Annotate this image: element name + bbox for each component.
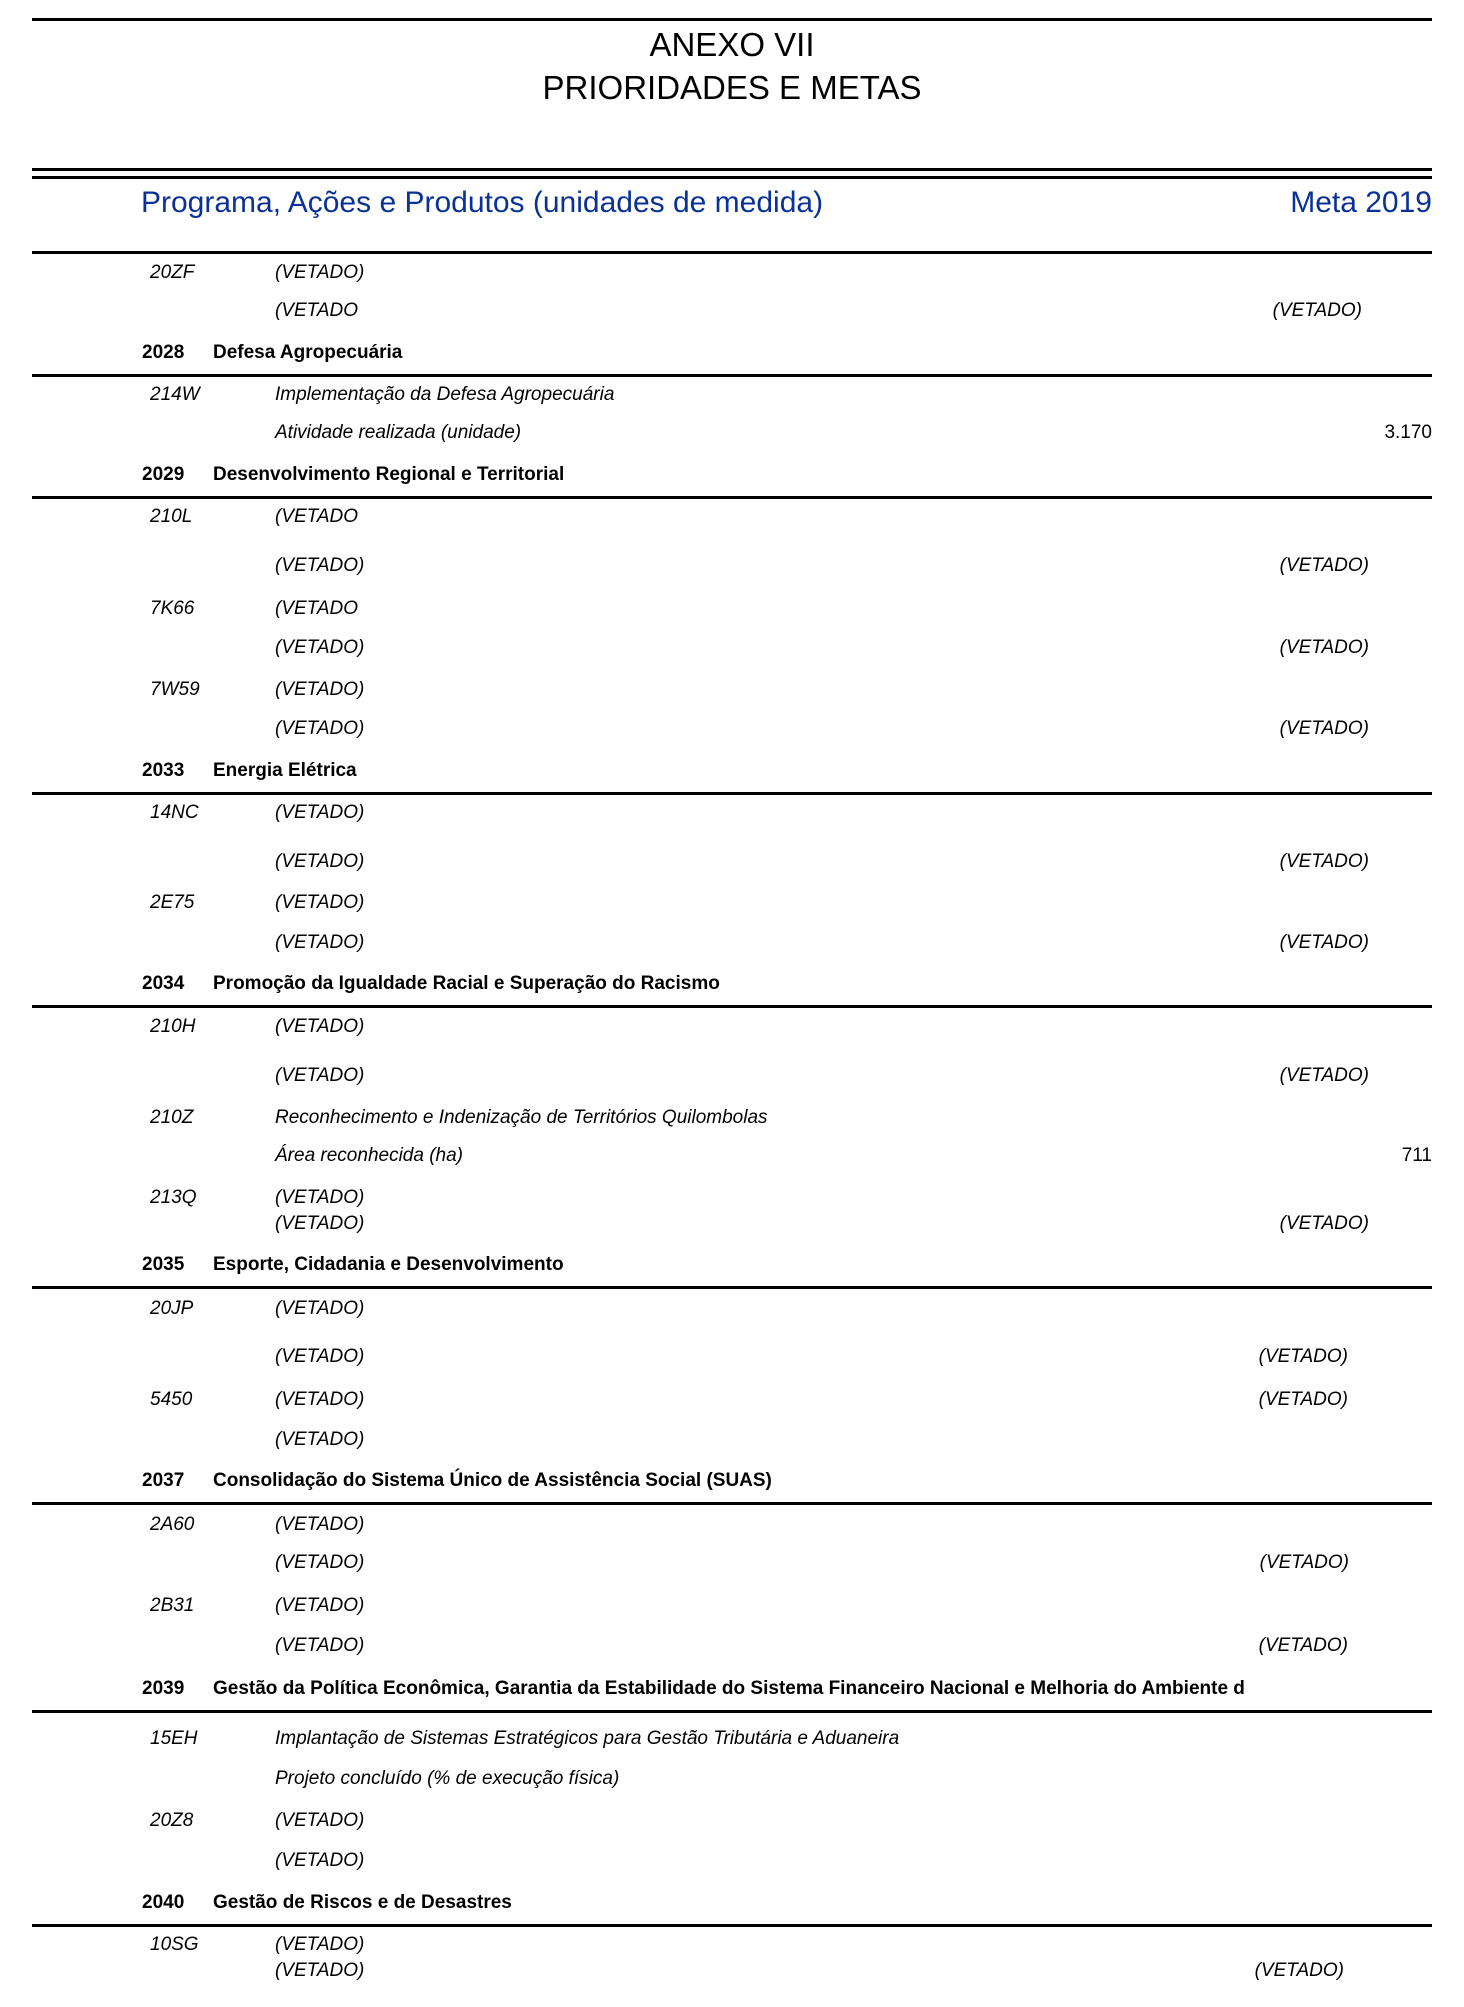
action-code: 210H xyxy=(150,1016,196,1037)
action-code: 210Z xyxy=(150,1107,194,1128)
program-rule xyxy=(32,1924,1432,1927)
program-rule xyxy=(32,1502,1432,1505)
product-label: (VETADO) xyxy=(275,718,365,739)
product-label: (VETADO) xyxy=(275,1213,365,1234)
action-code: 210L xyxy=(150,506,193,527)
action-title: (VETADO) xyxy=(275,802,365,823)
action-title: (VETADO) xyxy=(275,262,365,283)
action-title: (VETADO) xyxy=(275,1595,365,1616)
product-label: (VETADO) xyxy=(275,1346,365,1367)
product-label: Atividade realizada (unidade) xyxy=(275,422,522,443)
action-title: (VETADO) xyxy=(275,892,365,913)
product-meta: (VETADO) xyxy=(1279,1213,1369,1234)
program-name: Gestão de Riscos e de Desastres xyxy=(213,1892,512,1913)
action-title: (VETADO) xyxy=(275,1016,365,1037)
action-title: (VETADO) xyxy=(275,1514,365,1535)
program-code: 2037 xyxy=(142,1470,185,1491)
program-rule xyxy=(32,792,1432,795)
product-meta: (VETADO) xyxy=(1258,1346,1348,1367)
annex-number: ANEXO VII xyxy=(649,26,815,63)
product-meta: (VETADO) xyxy=(1254,1960,1344,1981)
column-header-meta: Meta 2019 xyxy=(1290,186,1432,219)
top-rule xyxy=(32,18,1432,21)
column-header-program: Programa, Ações e Produtos (unidades de … xyxy=(141,186,824,219)
program-code: 2029 xyxy=(142,464,185,485)
product-meta: (VETADO) xyxy=(1259,1552,1349,1573)
program-rule xyxy=(32,496,1432,499)
action-title: Implementação da Defesa Agropecuária xyxy=(275,384,615,405)
product-label: (VETADO) xyxy=(275,1960,365,1981)
action-code: 2A60 xyxy=(150,1514,195,1535)
product-label: (VETADO) xyxy=(275,1429,365,1450)
action-code: 14NC xyxy=(150,802,199,823)
program-name: Consolidação do Sistema Único de Assistê… xyxy=(213,1470,772,1491)
product-label: (VETADO) xyxy=(275,555,365,576)
program-code: 2033 xyxy=(142,760,185,781)
action-code: 5450 xyxy=(150,1389,193,1410)
product-meta: (VETADO) xyxy=(1279,637,1369,658)
product-label: Área reconhecida (ha) xyxy=(275,1145,463,1166)
product-label: (VETADO xyxy=(275,300,359,321)
action-code: 2E75 xyxy=(150,892,195,913)
product-meta: 3.170 xyxy=(1384,422,1432,443)
product-label: (VETADO) xyxy=(275,1552,365,1573)
action-title: Reconhecimento e Indenização de Territór… xyxy=(275,1107,768,1128)
product-label: (VETADO) xyxy=(275,637,365,658)
action-code: 213Q xyxy=(150,1187,197,1208)
action-title: (VETADO) xyxy=(275,1810,365,1831)
action-code: 2B31 xyxy=(150,1595,195,1616)
document-title: PRIORIDADES E METAS xyxy=(542,69,922,106)
product-meta: (VETADO) xyxy=(1279,718,1369,739)
product-meta: 711 xyxy=(1401,1145,1432,1166)
action-code: 214W xyxy=(150,384,200,405)
program-code: 2039 xyxy=(142,1678,185,1699)
product-label: (VETADO) xyxy=(275,1850,365,1871)
product-meta: (VETADO) xyxy=(1279,851,1369,872)
product-label: Projeto concluído (% de execução física) xyxy=(275,1768,620,1789)
action-title: (VETADO xyxy=(275,598,359,619)
product-label: (VETADO) xyxy=(275,851,365,872)
action-title: (VETADO) xyxy=(275,1187,365,1208)
program-name: Desenvolvimento Regional e Territorial xyxy=(213,464,565,485)
action-code: 20JP xyxy=(150,1298,194,1319)
program-name: Defesa Agropecuária xyxy=(213,342,403,363)
action-code: 20ZF xyxy=(150,262,195,283)
header-rule-top xyxy=(32,168,1432,171)
program-rule xyxy=(32,1005,1432,1008)
program-code: 2028 xyxy=(142,342,185,363)
product-label: (VETADO) xyxy=(275,932,365,953)
product-meta: (VETADO) xyxy=(1258,1635,1348,1656)
program-rule xyxy=(32,374,1432,377)
program-name: Esporte, Cidadania e Desenvolvimento xyxy=(213,1254,564,1275)
product-meta: (VETADO) xyxy=(1272,300,1362,321)
product-label: (VETADO) xyxy=(275,1065,365,1086)
product-meta: (VETADO) xyxy=(1279,932,1369,953)
action-title: (VETADO) xyxy=(275,679,365,700)
action-code: 20Z8 xyxy=(150,1810,194,1831)
program-rule xyxy=(32,1710,1432,1713)
action-title: (VETADO) xyxy=(275,1389,365,1410)
action-title: (VETADO) xyxy=(275,1298,365,1319)
program-name: Promoção da Igualdade Racial e Superação… xyxy=(213,973,720,994)
action-title: Implantação de Sistemas Estratégicos par… xyxy=(275,1728,900,1749)
product-meta: (VETADO) xyxy=(1279,1065,1369,1086)
action-code: 7K66 xyxy=(150,598,195,619)
program-name: Energia Elétrica xyxy=(213,760,357,781)
action-code: 10SG xyxy=(150,1934,199,1955)
action-code: 15EH xyxy=(150,1728,198,1749)
program-name: Gestão da Política Econômica, Garantia d… xyxy=(213,1678,1245,1699)
action-code: 7W59 xyxy=(150,679,200,700)
action-meta: (VETADO) xyxy=(1258,1389,1348,1410)
product-meta: (VETADO) xyxy=(1279,555,1369,576)
header-rule-bottom xyxy=(32,176,1432,179)
program-code: 2040 xyxy=(142,1892,185,1913)
program-rule xyxy=(32,1286,1432,1289)
header-rule-under xyxy=(32,251,1432,254)
action-title: (VETADO) xyxy=(275,1934,365,1955)
product-label: (VETADO) xyxy=(275,1635,365,1656)
action-title: (VETADO xyxy=(275,506,359,527)
program-code: 2035 xyxy=(142,1254,185,1275)
program-code: 2034 xyxy=(142,973,185,994)
